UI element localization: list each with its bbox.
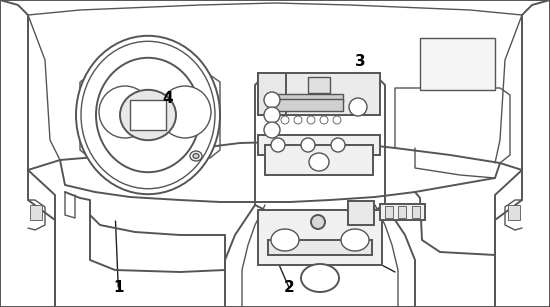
Ellipse shape bbox=[76, 36, 220, 194]
Bar bbox=[258, 135, 380, 155]
Bar bbox=[258, 210, 382, 265]
Ellipse shape bbox=[193, 154, 199, 158]
Ellipse shape bbox=[120, 90, 176, 140]
Bar bbox=[130, 100, 166, 130]
Ellipse shape bbox=[307, 116, 315, 124]
Ellipse shape bbox=[301, 138, 315, 152]
Bar bbox=[412, 206, 420, 218]
Bar bbox=[30, 205, 42, 220]
Bar bbox=[508, 205, 520, 220]
Bar bbox=[268, 94, 343, 102]
Bar bbox=[385, 206, 393, 218]
Ellipse shape bbox=[331, 138, 345, 152]
Ellipse shape bbox=[301, 264, 339, 292]
Bar bbox=[348, 201, 374, 225]
Ellipse shape bbox=[281, 116, 289, 124]
Ellipse shape bbox=[264, 107, 280, 123]
Ellipse shape bbox=[268, 116, 276, 124]
Bar bbox=[265, 145, 373, 175]
Ellipse shape bbox=[341, 229, 369, 251]
Bar bbox=[420, 38, 495, 90]
Bar bbox=[268, 99, 343, 111]
Ellipse shape bbox=[309, 153, 329, 171]
Bar bbox=[258, 73, 286, 115]
Bar bbox=[380, 204, 425, 220]
Ellipse shape bbox=[349, 98, 367, 116]
Bar bbox=[308, 77, 330, 93]
Bar bbox=[268, 240, 372, 255]
Ellipse shape bbox=[159, 86, 211, 138]
Text: 2: 2 bbox=[283, 280, 294, 294]
Ellipse shape bbox=[264, 92, 280, 108]
Text: 1: 1 bbox=[113, 280, 124, 294]
Ellipse shape bbox=[294, 116, 302, 124]
Ellipse shape bbox=[81, 41, 215, 189]
Ellipse shape bbox=[333, 116, 341, 124]
Ellipse shape bbox=[264, 122, 280, 138]
Bar bbox=[398, 206, 406, 218]
Ellipse shape bbox=[320, 116, 328, 124]
Ellipse shape bbox=[96, 58, 200, 172]
Bar bbox=[258, 73, 380, 115]
Ellipse shape bbox=[190, 151, 202, 161]
Ellipse shape bbox=[271, 229, 299, 251]
Ellipse shape bbox=[311, 215, 325, 229]
Text: 3: 3 bbox=[355, 54, 366, 69]
Ellipse shape bbox=[99, 86, 151, 138]
Text: 4: 4 bbox=[162, 91, 173, 106]
Ellipse shape bbox=[271, 138, 285, 152]
